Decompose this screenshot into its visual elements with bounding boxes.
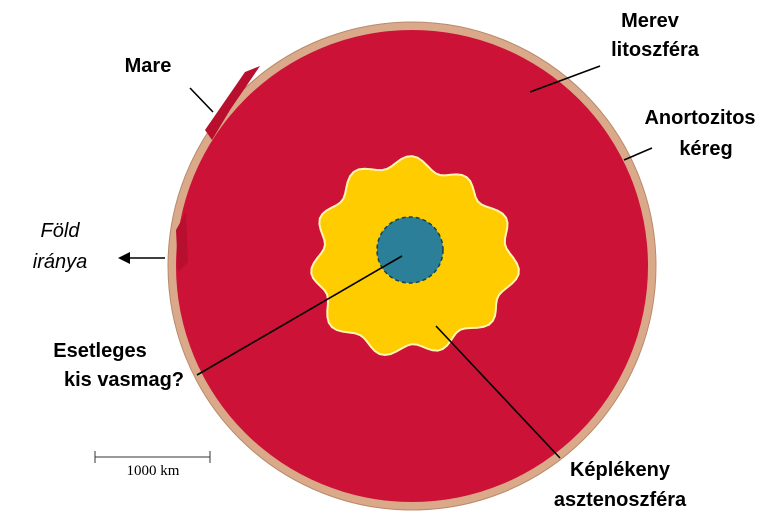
label: Anortozitos bbox=[644, 107, 755, 129]
scale-label: 1000 km bbox=[127, 463, 180, 479]
iron-core bbox=[377, 217, 443, 283]
label: Föld bbox=[41, 220, 81, 242]
label: iránya bbox=[33, 251, 87, 273]
label: Esetleges bbox=[53, 340, 146, 362]
moon-diagram: Merev litoszféra Anortozitos kéreg Mare … bbox=[0, 0, 777, 521]
label: litoszféra bbox=[611, 39, 700, 61]
label: Merev bbox=[621, 10, 680, 32]
label: kis vasmag? bbox=[64, 369, 184, 391]
label: Mare bbox=[125, 55, 172, 77]
leader-line bbox=[190, 88, 213, 112]
label: Képlékeny bbox=[570, 459, 671, 481]
label: asztenoszféra bbox=[554, 489, 687, 511]
label: kéreg bbox=[679, 138, 732, 160]
arrow-head bbox=[118, 252, 130, 264]
